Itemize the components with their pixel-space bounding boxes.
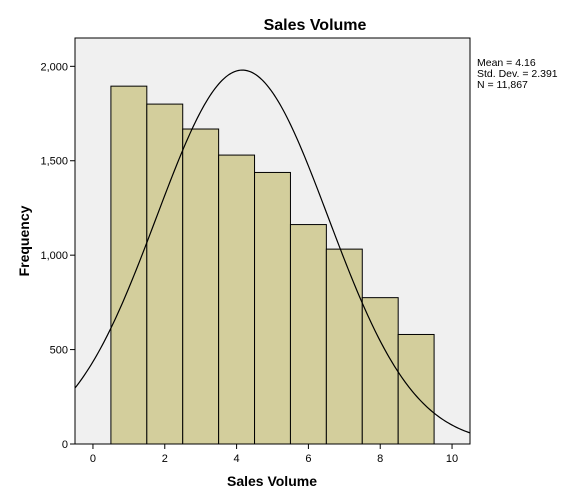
bar-7: [325, 248, 363, 445]
x-axis: 0 2 4 6 8 10: [90, 444, 458, 465]
bar-4: [218, 154, 256, 445]
y-tick-label: 1,500: [40, 156, 68, 168]
bar-group: [110, 85, 435, 445]
x-tick-label: 0: [90, 453, 96, 465]
x-tick-label: 6: [305, 453, 311, 465]
y-tick-label: 0: [62, 439, 68, 451]
stats-legend: Mean = 4.16 Std. Dev. = 2.391 N = 11,867: [477, 57, 558, 91]
stats-std-dev: Std. Dev. = 2.391: [477, 68, 558, 80]
x-tick-label: 8: [377, 453, 383, 465]
x-tick-label: 2: [162, 453, 168, 465]
bar-3: [182, 128, 220, 445]
x-tick-label: 4: [234, 453, 240, 465]
normal-curve: [74, 69, 471, 434]
y-tick-label: 500: [50, 345, 68, 357]
chart-title: Sales Volume: [264, 17, 367, 34]
bar-6: [289, 224, 327, 445]
stats-n: N = 11,867: [477, 79, 528, 91]
x-tick-label: 10: [446, 453, 458, 465]
stats-mean: Mean = 4.16: [477, 57, 536, 69]
y-tick-label: 2,000: [40, 61, 68, 73]
x-axis-title: Sales Volume: [227, 473, 317, 489]
bar-5: [254, 171, 291, 445]
y-tick-label: 1,000: [40, 250, 68, 262]
bar-8: [361, 297, 399, 445]
y-axis: 0 500 1,000 1,500 2,000: [40, 61, 75, 451]
bar-9: [397, 333, 435, 445]
bar-2: [146, 103, 184, 445]
bar-1: [110, 85, 148, 445]
y-axis-title: Frequency: [16, 205, 32, 276]
